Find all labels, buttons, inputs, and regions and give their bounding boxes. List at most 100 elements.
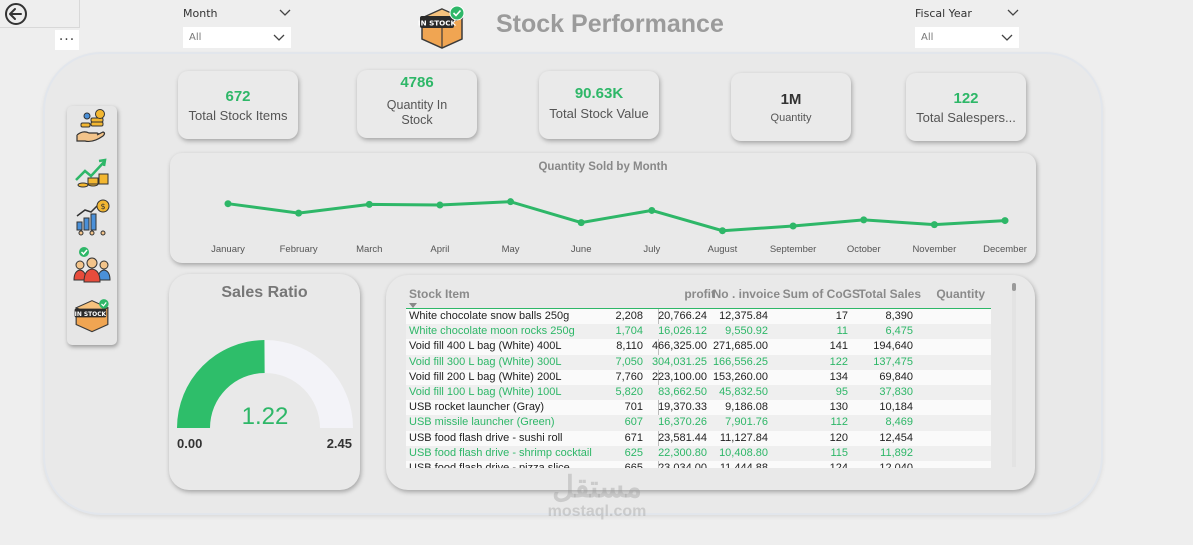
nav-item-growth[interactable] [73,154,111,192]
gauge-svg: 1.22 0.00 2.45 [177,340,353,451]
nav-item-finance[interactable] [73,108,111,146]
column-header-total-sales[interactable]: Total Sales [858,287,921,301]
line-chart-svg: January February March April May June July Augu… [211,198,1027,255]
table-row[interactable]: Void fill 300 L bag (White) 300L 137,475 1… [406,354,991,370]
x-tick-label: April [430,244,449,255]
cell-quantity: 2,208 [615,310,643,322]
sales-ratio-card[interactable]: Sales Ratio 1.22 0.00 2.45 [169,274,360,490]
data-point[interactable] [224,200,232,208]
gauge-value: 1.22 [242,403,289,430]
back-arrow-icon [5,3,27,25]
more-options-button[interactable]: ··· [55,30,79,50]
data-point[interactable] [1001,217,1009,225]
cell-quantity: 671 [624,431,643,444]
cell-invoice: 112 [830,416,848,429]
analytics-icon: $ [76,199,110,236]
cell-profit: 11,892 [880,446,913,459]
page-title: Stock Performance [496,10,724,38]
cell-quantity: 665 [624,461,643,468]
cell-invoice: 115 [830,446,848,459]
kpi-total-stock-value[interactable]: 90.63K Total Stock Value [539,71,659,139]
table-body: White chocolate snow balls 250g 8,390 17 12… [406,309,991,468]
cell-total-sales: 20,766.24 [658,310,707,322]
chevron-down-icon [273,34,285,41]
cell-quantity: 701 [624,401,643,414]
kpi-value: 90.63K [574,85,624,102]
back-button[interactable] [0,0,32,28]
column-header-invoice[interactable]: No . invoice [712,287,780,301]
nav-item-stock[interactable]: IN STOCK [73,296,111,334]
cell-profit: 137,475 [873,355,913,368]
data-point[interactable] [295,209,303,217]
cell-quantity: 7,760 [615,370,643,383]
team-icon [73,247,111,283]
table-row[interactable]: Void fill 100 L bag (White) 100L 37,830 95… [406,384,991,401]
column-header-quantity[interactable]: Quantity [936,287,985,301]
table-row[interactable]: White chocolate snow balls 250g 8,390 17 12… [406,309,991,324]
cell-total-sales: 23,034.00 [658,461,707,468]
data-point[interactable] [930,221,938,229]
cell-cogs: 166,556.25 [712,355,768,368]
gauge-title: Sales Ratio [221,284,308,301]
money-hand-icon [76,109,106,143]
kpi-value: 4786 [400,74,434,91]
x-tick-label: September [770,244,816,255]
cell-profit: 12,040 [879,461,913,468]
fiscal-year-dropdown[interactable]: All [915,27,1019,48]
fiscal-year-slicer: Fiscal Year All [915,5,1019,48]
cell-cogs: 11,127.84 [719,431,768,444]
table-row[interactable]: USB missile launcher (Green) 8,469 112 7,90… [406,415,991,431]
cell-cogs: 9,550.92 [725,325,768,338]
data-point[interactable] [577,219,585,227]
column-header-profit[interactable]: profit [684,287,715,301]
table-row[interactable]: USB food flash drive - pizza slice 12,040… [406,461,991,468]
data-point[interactable] [436,201,444,209]
table-row[interactable]: USB rocket launcher (Gray) 10,184 130 9,186… [406,400,991,415]
kpi-label: Total Stock Value [549,106,649,121]
quantity-sold-chart[interactable]: Quantity Sold by Month January February Ma… [170,153,1036,263]
nav-item-analytics[interactable]: $ [73,198,111,236]
series-line [227,200,1006,233]
table-scrollbar-thumb[interactable] [1012,283,1016,291]
column-header-stock-item[interactable]: Stock Item [409,287,470,301]
kpi-total-salespersons[interactable]: 122 Total Salespers... [906,73,1026,141]
table-scrollbar[interactable] [1012,283,1016,467]
table-row[interactable]: White chocolate moon rocks 250g 6,475 11 9,… [406,324,991,340]
cell-quantity: 8,110 [616,340,643,353]
cell-stock-item: White chocolate snow balls 250g [409,310,570,322]
kpi-label: Quantity In Stock [386,98,448,127]
fiscal-year-slicer-header[interactable]: Fiscal Year [915,5,1019,21]
data-point[interactable] [718,227,726,235]
kpi-total-stock-items[interactable]: 672 Total Stock Items [178,71,298,139]
table-row[interactable]: Void fill 200 L bag (White) 200L 69,840 13… [406,370,991,385]
cell-total-sales: 16,370.26 [658,416,707,429]
column-header-cogs[interactable]: Sum of CoGS [782,287,860,301]
month-slicer: Month All [183,5,291,48]
fiscal-year-slicer-label: Fiscal Year [915,6,972,20]
data-point[interactable] [507,198,515,206]
month-slicer-header[interactable]: Month [183,5,291,21]
data-point[interactable] [365,200,373,208]
data-point[interactable] [789,222,797,230]
table-row[interactable]: Void fill 400 L bag (White) 400L 194,640 1… [406,339,991,354]
month-slicer-label: Month [183,6,218,20]
table-row[interactable]: USB food flash drive - shrimp cocktail 11… [406,445,991,461]
data-point[interactable] [860,216,868,224]
table-row[interactable]: USB food flash drive - sushi roll 12,454 1… [406,431,991,446]
month-dropdown[interactable]: All [183,27,291,48]
svg-text:IN STOCK: IN STOCK [75,311,107,318]
cell-stock-item: USB missile launcher (Green) [409,416,555,429]
cell-cogs: 11,444.88 [719,461,768,468]
cell-cogs: 10,408.80 [719,446,768,459]
in-stock-icon: IN STOCK [74,299,110,333]
cell-invoice: 130 [829,401,848,414]
nav-item-team[interactable] [73,246,111,284]
kpi-quantity[interactable]: 1M Quantity [731,73,851,141]
kpi-quantity-in-stock[interactable]: 4786 Quantity In Stock [357,70,477,138]
cell-profit: 194,640 [873,340,913,353]
data-point[interactable] [648,206,656,214]
cell-profit: 8,390 [885,310,913,322]
x-tick-label: October [847,244,881,255]
cell-invoice: 124 [829,461,848,468]
x-tick-label: July [643,244,660,255]
